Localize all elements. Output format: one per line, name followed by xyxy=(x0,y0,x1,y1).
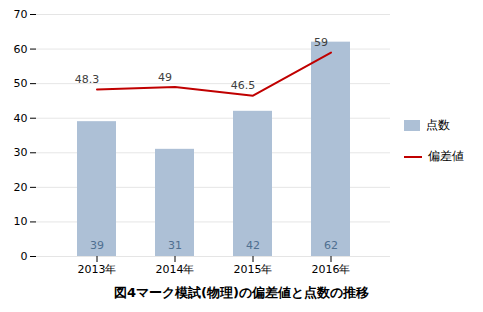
svg-text:30: 30 xyxy=(14,146,28,159)
html-text:点数: 点数 xyxy=(426,118,450,132)
svg-text:2013年: 2013年 xyxy=(78,263,117,276)
svg-text:48.3: 48.3 xyxy=(75,73,100,86)
svg-text:31: 31 xyxy=(168,239,182,252)
html-text:図4マーク模試(物理)の偏差値と点数の推移: 図4マーク模試(物理)の偏差値と点数の推移 xyxy=(114,285,369,300)
svg-text:62: 62 xyxy=(324,239,338,252)
html-text:偏差値: 偏差値 xyxy=(428,149,464,163)
svg-text:2016年: 2016年 xyxy=(312,263,351,276)
svg-text:10: 10 xyxy=(14,215,28,228)
svg-text:59: 59 xyxy=(314,36,328,49)
svg-text:42: 42 xyxy=(246,239,260,252)
svg-text:40: 40 xyxy=(14,112,28,125)
svg-text:70: 70 xyxy=(14,8,28,21)
svg-text:2014年: 2014年 xyxy=(156,263,195,276)
svg-text:0: 0 xyxy=(21,250,28,263)
svg-text:50: 50 xyxy=(14,77,28,90)
svg-text:39: 39 xyxy=(90,239,104,252)
svg-text:49: 49 xyxy=(158,71,172,84)
svg-text:60: 60 xyxy=(14,43,28,56)
svg-text:20: 20 xyxy=(14,181,28,194)
svg-text:2015年: 2015年 xyxy=(234,263,273,276)
svg-text:46.5: 46.5 xyxy=(231,79,256,92)
